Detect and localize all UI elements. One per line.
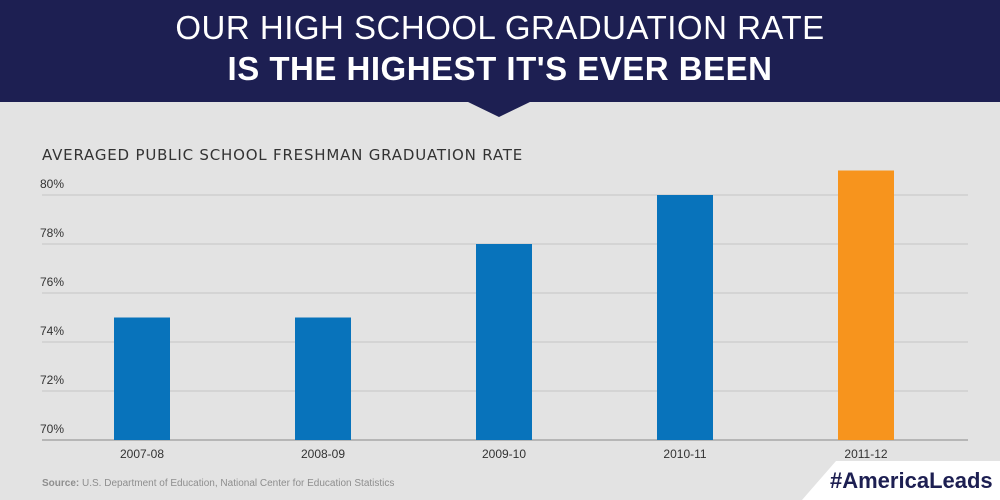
y-tick-label: 74% (40, 324, 64, 338)
source-label: Source: (42, 478, 80, 489)
bar-2007-08 (114, 317, 170, 440)
y-tick-label: 80% (40, 177, 64, 191)
source-text: U.S. Department of Education, National C… (79, 478, 395, 489)
y-tick-label: 78% (40, 226, 64, 240)
hashtag-tab (802, 461, 1000, 500)
x-tick-label: 2009-10 (482, 447, 526, 461)
bar-2008-09 (295, 317, 351, 440)
x-tick-label: 2008-09 (301, 447, 345, 461)
x-tick-label: 2007-08 (120, 447, 164, 461)
y-tick-label: 72% (40, 373, 64, 387)
header-banner (0, 0, 1000, 102)
x-tick-label: 2010-11 (663, 447, 706, 461)
headline-line-2: IS THE HIGHEST IT'S EVER BEEN (227, 50, 773, 87)
chart-title: AVERAGED PUBLIC SCHOOL FRESHMAN GRADUATI… (42, 146, 524, 164)
bar-2010-11 (657, 195, 713, 440)
banner-pointer (466, 101, 532, 117)
bar-2009-10 (476, 244, 532, 440)
x-tick-label: 2011-12 (844, 447, 887, 461)
source-note: Source: U.S. Department of Education, Na… (42, 478, 394, 489)
bar-2011-12 (838, 170, 894, 440)
headline-line-1: OUR HIGH SCHOOL GRADUATION RATE (175, 9, 825, 46)
y-tick-label: 76% (40, 275, 64, 289)
y-tick-label: 70% (40, 422, 64, 436)
hashtag-label: #AmericaLeads (830, 468, 993, 493)
